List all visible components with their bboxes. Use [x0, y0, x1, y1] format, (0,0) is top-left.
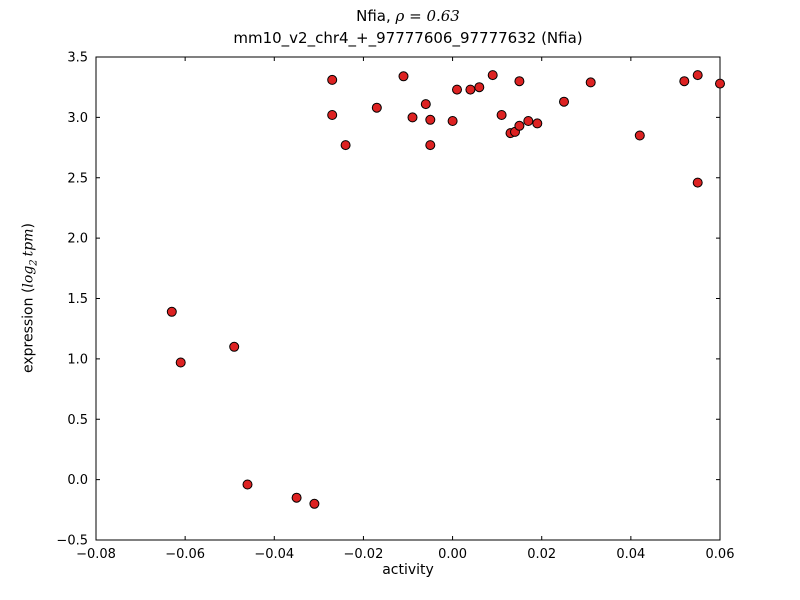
data-point [175, 357, 186, 368]
data-point [291, 492, 302, 503]
y-tick-label: 2.5 [67, 171, 88, 186]
data-point [634, 130, 645, 141]
data-point [514, 120, 525, 131]
x-tick-label: −0.06 [165, 547, 205, 562]
y-tick-label: −0.5 [56, 534, 88, 549]
y-tick-label: 3.5 [67, 51, 88, 66]
y-tick-label: 2.0 [67, 232, 88, 247]
data-point [487, 70, 498, 81]
chart-title-rho: ρ = 0.63 [395, 7, 460, 25]
axes-frame [95, 56, 721, 541]
data-point [465, 84, 476, 95]
x-tick-label: −0.02 [344, 547, 384, 562]
data-point [407, 112, 418, 123]
x-tick-label: 0.04 [616, 547, 645, 562]
data-point [496, 110, 507, 120]
x-tick-label: 0.00 [438, 547, 467, 562]
data-point [398, 71, 409, 82]
x-tick-label: 0.06 [706, 547, 735, 562]
chart-title: Nfia, ρ = 0.63 [96, 7, 720, 27]
x-tick-label: −0.04 [254, 547, 294, 562]
data-point [474, 82, 485, 93]
data-point [371, 102, 382, 113]
data-point [425, 140, 436, 151]
data-point [447, 116, 458, 126]
data-point [559, 96, 569, 107]
data-point [514, 76, 525, 87]
data-point [679, 76, 690, 87]
y-tick-label: 0.5 [67, 413, 88, 428]
chart-subtitle: mm10_v2_chr4_+_97777606_97777632 (Nfia) [233, 29, 583, 47]
data-point [229, 341, 240, 352]
data-point [692, 177, 703, 188]
data-point [327, 74, 338, 85]
data-point [585, 77, 596, 88]
data-point [715, 78, 725, 89]
data-point [309, 498, 320, 509]
x-tick-label: 0.02 [527, 547, 556, 562]
data-point [452, 84, 462, 95]
data-point [340, 140, 351, 151]
chart-title-text: Nfia, [356, 7, 396, 25]
x-tick-label: −0.08 [76, 547, 116, 562]
y-tick-label: 0.0 [67, 473, 88, 488]
data-point [420, 99, 431, 110]
data-point [242, 479, 253, 490]
data-point [692, 70, 703, 81]
y-tick-label: 1.5 [67, 292, 88, 307]
data-point [523, 116, 534, 126]
data-point [327, 110, 338, 120]
data-point [532, 118, 543, 129]
x-axis-label: activity [382, 562, 434, 578]
y-tick-label: 1.0 [67, 352, 88, 367]
data-point [166, 306, 177, 317]
y-tick-label: 3.0 [67, 111, 88, 126]
data-point [425, 114, 436, 125]
